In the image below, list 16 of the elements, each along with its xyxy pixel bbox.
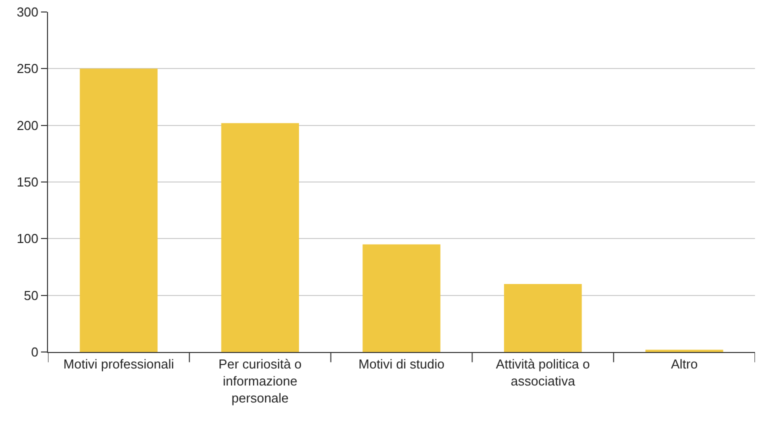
y-tick-label: 300 bbox=[16, 4, 38, 20]
x-tick-label: Attività politica o associativa bbox=[496, 356, 590, 388]
bar bbox=[362, 244, 440, 352]
x-tick-label: Motivi professionali bbox=[63, 356, 174, 372]
bar bbox=[221, 123, 299, 352]
y-tick-label: 200 bbox=[16, 118, 38, 133]
x-tick-label: Per curiosità o informazione personale bbox=[218, 356, 302, 406]
y-tick-label: 150 bbox=[16, 174, 38, 190]
y-tick-label: 50 bbox=[24, 288, 38, 303]
x-tick-label: Altro bbox=[670, 356, 698, 372]
y-tick-label: 250 bbox=[16, 61, 38, 76]
y-tick-label: 0 bbox=[31, 344, 38, 360]
x-tick-label: Motivi di studio bbox=[358, 356, 444, 372]
bar bbox=[504, 284, 582, 352]
y-tick-label: 100 bbox=[16, 231, 38, 246]
bar bbox=[80, 68, 158, 352]
